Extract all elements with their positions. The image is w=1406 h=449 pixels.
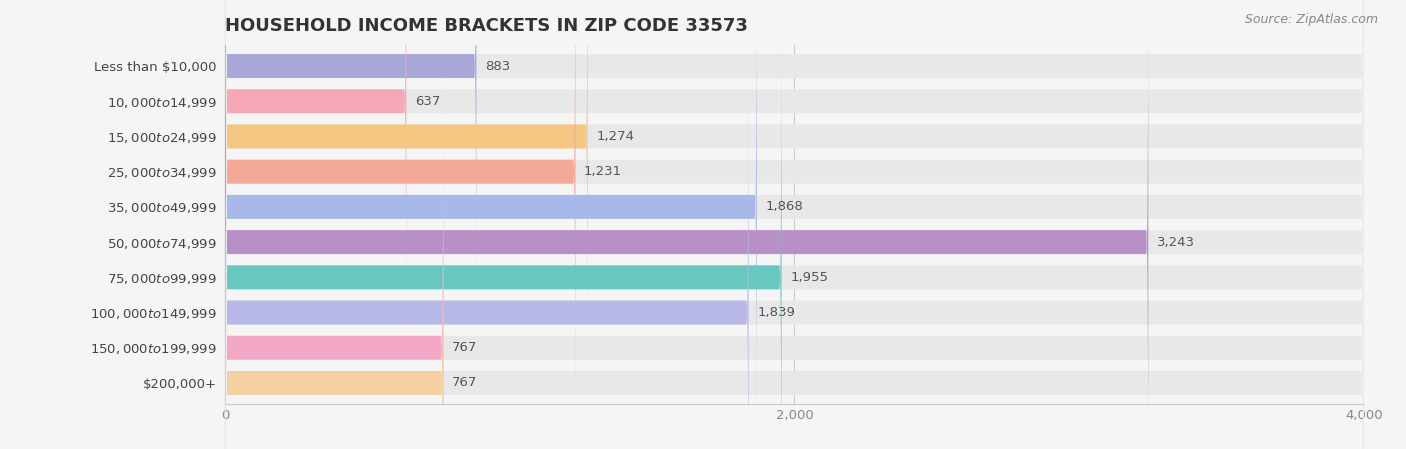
Text: 637: 637 <box>415 95 440 108</box>
FancyBboxPatch shape <box>225 0 1364 406</box>
FancyBboxPatch shape <box>225 8 782 449</box>
Text: 767: 767 <box>451 376 477 389</box>
FancyBboxPatch shape <box>225 0 575 441</box>
Text: 3,243: 3,243 <box>1157 236 1195 249</box>
FancyBboxPatch shape <box>225 0 477 336</box>
FancyBboxPatch shape <box>225 0 1149 449</box>
FancyBboxPatch shape <box>225 43 748 449</box>
FancyBboxPatch shape <box>225 0 1364 336</box>
FancyBboxPatch shape <box>225 0 1364 441</box>
FancyBboxPatch shape <box>225 0 756 449</box>
FancyBboxPatch shape <box>225 78 443 449</box>
Text: 1,231: 1,231 <box>583 165 621 178</box>
Text: 883: 883 <box>485 60 510 73</box>
Text: 1,868: 1,868 <box>765 200 803 213</box>
Text: 767: 767 <box>451 341 477 354</box>
FancyBboxPatch shape <box>225 0 1364 449</box>
FancyBboxPatch shape <box>225 43 1364 449</box>
FancyBboxPatch shape <box>225 0 1364 449</box>
Text: 1,274: 1,274 <box>596 130 634 143</box>
FancyBboxPatch shape <box>225 0 1364 371</box>
FancyBboxPatch shape <box>225 0 588 406</box>
FancyBboxPatch shape <box>225 0 406 371</box>
Text: Source: ZipAtlas.com: Source: ZipAtlas.com <box>1244 13 1378 26</box>
FancyBboxPatch shape <box>225 78 1364 449</box>
FancyBboxPatch shape <box>225 113 1364 449</box>
Text: HOUSEHOLD INCOME BRACKETS IN ZIP CODE 33573: HOUSEHOLD INCOME BRACKETS IN ZIP CODE 33… <box>225 17 748 35</box>
FancyBboxPatch shape <box>225 113 443 449</box>
FancyBboxPatch shape <box>225 8 1364 449</box>
Text: 1,839: 1,839 <box>756 306 794 319</box>
Text: 1,955: 1,955 <box>790 271 828 284</box>
